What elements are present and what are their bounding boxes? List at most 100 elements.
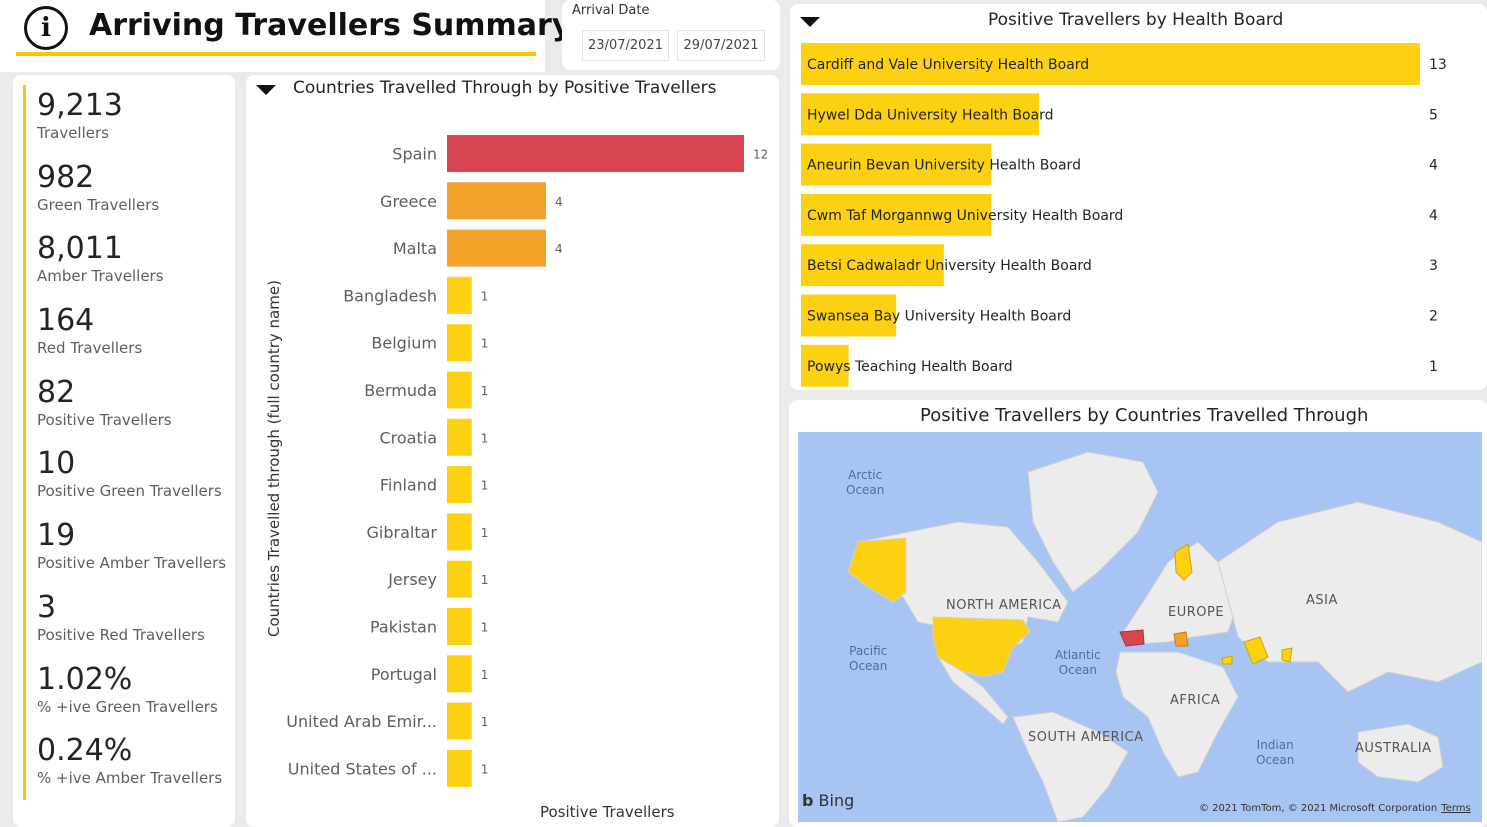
kpi-value: 10 <box>37 446 76 481</box>
bar <box>801 193 992 236</box>
kpi-positive-amber: 19 Positive Amber Travellers <box>37 519 226 573</box>
copyright-text: © 2021 TomTom, © 2021 Microsoft Corporat… <box>1199 803 1438 814</box>
united-states <box>932 616 1031 678</box>
bar <box>447 135 744 172</box>
bar <box>447 466 472 504</box>
data-label: 4 <box>1429 208 1438 224</box>
world-map[interactable] <box>798 432 1482 822</box>
report-header: i Arriving Travellers Summary <box>0 0 571 72</box>
bar <box>801 294 897 337</box>
countries-chart-card: Countries Travelled Through by Positive … <box>246 75 779 827</box>
central-america <box>937 656 1009 725</box>
bing-icon: 𝗯 <box>802 791 814 810</box>
data-label: 4 <box>555 195 563 209</box>
map-label-asia: ASIA <box>1306 593 1338 608</box>
map-label-indian: Indian Ocean <box>1256 738 1294 768</box>
category-label: Bermuda <box>364 381 437 400</box>
date-slicer-label: Arrival Date <box>572 3 650 18</box>
data-label: 1 <box>481 762 489 776</box>
data-label: 1 <box>481 621 489 635</box>
category-label: Betsi Cadwaladr University Health Board <box>807 258 1092 274</box>
data-label: 1 <box>481 668 489 682</box>
data-label: 1 <box>481 431 489 445</box>
countries-bar-chart: Spain 12 Greece 4 Malta 4 Bangladesh 1 Belgium 1 B… <box>286 135 768 787</box>
map-title: Positive Travellers by Countries Travell… <box>920 405 1369 426</box>
category-label: Greece <box>380 192 437 211</box>
kpi-label: Amber Travellers <box>37 267 164 285</box>
bar <box>447 608 472 645</box>
map-label-south-america: SOUTH AMERICA <box>1028 730 1144 745</box>
label-text: Atlantic Ocean <box>1055 648 1101 677</box>
map-label-pacific: Pacific Ocean <box>849 644 887 674</box>
bar <box>447 560 472 598</box>
kpi-pct-positive-green: 1.02% % +ive Green Travellers <box>37 663 218 717</box>
kpi-travellers: 9,213 Travellers <box>37 89 123 143</box>
category-label: United Arab Emir... <box>286 712 437 731</box>
map-card: Positive Travellers by Countries Travell… <box>789 400 1487 827</box>
bing-logo: 𝗯 Bing <box>802 791 854 810</box>
category-label: Cardiff and Vale University Health Board <box>807 57 1089 73</box>
kpi-value: 8,011 <box>37 231 123 266</box>
kpi-label: Positive Green Travellers <box>37 482 222 500</box>
kpi-label: % +ive Green Travellers <box>37 698 218 716</box>
date-from-input[interactable]: 23/07/2021 <box>582 30 669 61</box>
bar <box>447 749 472 787</box>
category-label: Gibraltar <box>367 523 438 542</box>
australia <box>1357 723 1444 783</box>
kpi-positive-red: 3 Positive Red Travellers <box>37 591 205 645</box>
kpi-amber-travellers: 8,011 Amber Travellers <box>37 232 164 286</box>
drill-up-icon[interactable] <box>256 85 276 95</box>
bar <box>801 143 992 186</box>
category-label: Swansea Bay University Health Board <box>807 309 1071 325</box>
map-copyright: © 2021 TomTom, © 2021 Microsoft Corporat… <box>1199 803 1471 814</box>
kpi-value: 164 <box>37 303 95 338</box>
bar <box>801 344 849 387</box>
greece <box>1173 631 1189 647</box>
category-label: Finland <box>380 476 437 495</box>
category-label: Portugal <box>371 665 437 684</box>
map-label-africa: AFRICA <box>1170 693 1221 708</box>
bar <box>447 655 472 693</box>
chart-title: Positive Travellers by Health Board <box>988 10 1284 30</box>
bar <box>801 244 944 287</box>
bar <box>801 43 1420 85</box>
data-label: 4 <box>555 242 563 256</box>
label-text: Indian Ocean <box>1256 738 1295 767</box>
date-to-input[interactable]: 29/07/2021 <box>677 30 765 61</box>
africa <box>1115 651 1239 778</box>
terms-link[interactable]: Terms <box>1441 803 1471 814</box>
category-label: Croatia <box>379 428 437 447</box>
kpi-accent-bar <box>23 85 26 800</box>
data-label: 1 <box>481 479 489 493</box>
kpi-value: 1.02% <box>37 662 133 697</box>
pakistan <box>1243 636 1269 665</box>
map-label-europe: EUROPE <box>1168 605 1225 620</box>
kpi-label: Green Travellers <box>37 196 160 214</box>
kpi-pct-positive-amber: 0.24% % +ive Amber Travellers <box>37 734 222 788</box>
data-label: 13 <box>1429 57 1447 73</box>
info-icon[interactable]: i <box>24 6 68 50</box>
data-label: 1 <box>481 289 489 303</box>
kpi-label: Positive Red Travellers <box>37 626 205 644</box>
map-label-australia: AUSTRALIA <box>1355 741 1432 756</box>
x-axis-title: Positive Travellers <box>540 803 675 821</box>
map-label-atlantic: Atlantic Ocean <box>1055 648 1101 678</box>
label-text: Arctic Ocean <box>846 468 885 497</box>
category-label: Powys Teaching Health Board <box>807 359 1013 375</box>
kpi-value: 19 <box>37 518 76 553</box>
health-board-bar-chart: Cardiff and Vale University Health Board… <box>801 43 1447 387</box>
bar <box>447 702 472 740</box>
kpi-red-travellers: 164 Red Travellers <box>37 304 142 358</box>
bar <box>447 182 546 220</box>
bar <box>447 324 472 362</box>
kpi-value: 3 <box>37 590 57 625</box>
bar <box>447 371 472 409</box>
category-label: Jersey <box>387 570 437 589</box>
map-label-arctic: Arctic Ocean <box>846 468 884 498</box>
title-underline <box>16 52 536 56</box>
finland <box>1174 543 1193 581</box>
kpi-label: Positive Amber Travellers <box>37 554 227 572</box>
kpi-card: 9,213 Travellers 982 Green Travellers 8,… <box>13 75 235 827</box>
south-america <box>1012 711 1129 822</box>
drill-up-icon[interactable] <box>800 17 820 27</box>
